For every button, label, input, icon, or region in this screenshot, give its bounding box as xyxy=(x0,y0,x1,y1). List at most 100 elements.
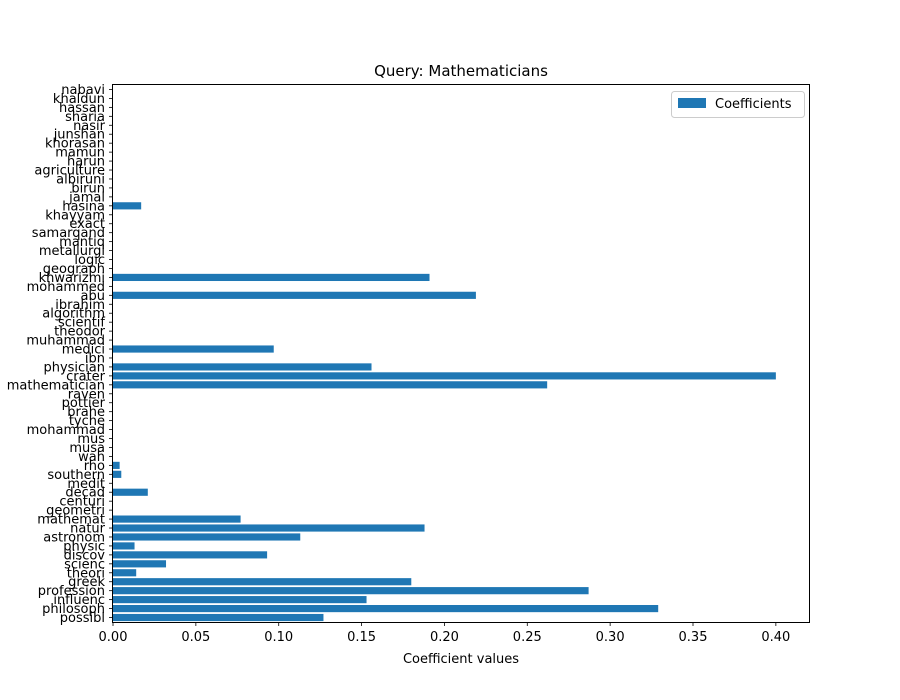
legend: Coefficients xyxy=(671,91,805,118)
bar-southern xyxy=(113,470,122,478)
bar-profession xyxy=(113,587,589,595)
legend-label: Coefficients xyxy=(715,97,792,112)
bar-scienc xyxy=(113,560,167,568)
y-tick-label: astronom xyxy=(43,530,105,545)
x-tick-label: 0.35 xyxy=(679,630,708,645)
y-tick-label: metallurgi xyxy=(39,244,105,259)
y-tick-label: khayyam xyxy=(45,208,105,223)
y-tick-label: khaldun xyxy=(53,92,105,107)
y-tick-label: ibn xyxy=(85,351,105,366)
x-tick-label: 0.05 xyxy=(181,630,210,645)
x-tick-label: 0.20 xyxy=(430,630,459,645)
bar-crater xyxy=(113,372,776,380)
x-tick-label: 0.30 xyxy=(596,630,625,645)
y-tick-label: birun xyxy=(71,181,105,196)
y-tick-label: profession xyxy=(38,584,105,599)
y-tick-label: mohammad xyxy=(27,423,105,438)
y-tick-label: mantiq xyxy=(59,235,105,250)
y-tick-label: samarqand xyxy=(32,226,105,241)
x-tick-label: 0.15 xyxy=(347,630,376,645)
x-axis-label: Coefficient values xyxy=(403,652,519,667)
y-tick-label: khwarizmi xyxy=(39,271,105,286)
y-tick-label: logic xyxy=(74,253,105,268)
bar-khwarizmi xyxy=(113,273,430,282)
legend-swatch xyxy=(678,98,706,108)
y-tick-label: influenc xyxy=(53,593,105,608)
y-tick-label: natur xyxy=(70,522,106,537)
bar-greek xyxy=(113,578,412,586)
y-tick-label: ibrahim xyxy=(55,298,105,313)
bar-astronom xyxy=(113,533,301,541)
y-tick-label: possibl xyxy=(60,611,105,626)
y-tick-label: decad xyxy=(65,486,105,501)
bar-philosoph xyxy=(113,605,659,613)
y-tick-label: mohammed xyxy=(27,280,105,295)
y-tick-label: wah xyxy=(78,450,105,465)
y-tick-label: mathemat xyxy=(37,513,105,528)
y-tick-label: junshan xyxy=(53,128,105,143)
y-tick-label: nasir xyxy=(73,119,106,134)
y-tick-label: rho xyxy=(84,459,105,474)
y-tick-label: brahe xyxy=(67,405,105,420)
x-tick-label: 0.10 xyxy=(264,630,293,645)
y-tick-label: hasina xyxy=(62,199,105,214)
y-tick-label: tyche xyxy=(69,414,105,429)
y-tick-label: greek xyxy=(68,575,105,590)
y-tick-label: geometri xyxy=(46,504,105,519)
bar-mathemat xyxy=(113,515,241,523)
bar-physician xyxy=(113,363,372,371)
bar-hasina xyxy=(113,202,142,210)
y-tick-label: abu xyxy=(81,289,105,304)
y-tick-label: theori xyxy=(67,566,105,581)
y-tick-label: centuri xyxy=(59,495,105,510)
y-tick-label: mathematician xyxy=(7,378,105,393)
y-tick-label: hassan xyxy=(59,101,105,116)
y-tick-label: algorithm xyxy=(42,307,105,322)
y-tick-label: theodor xyxy=(54,325,105,340)
y-tick-label: sharia xyxy=(65,110,105,125)
bar-mathematician xyxy=(113,381,548,389)
y-tick-label: discov xyxy=(64,548,106,563)
y-tick-label: medit xyxy=(67,477,105,492)
y-tick-label: physic xyxy=(63,539,105,554)
bar-possibl xyxy=(113,613,324,622)
x-tick-label: 0.25 xyxy=(513,630,542,645)
y-tick-label: jamal xyxy=(68,190,105,205)
y-tick-label: khorasan xyxy=(45,137,105,152)
y-tick-label: harun xyxy=(67,155,105,170)
bar-natur xyxy=(113,524,425,532)
y-tick-label: crater xyxy=(66,369,106,384)
y-tick-label: mamun xyxy=(55,146,105,161)
y-tick-label: geograph xyxy=(43,262,105,277)
y-tick-label: scienc xyxy=(64,557,105,572)
bar-discov xyxy=(113,551,268,559)
plot-area-frame xyxy=(112,84,810,623)
y-tick-labels: possiblphilosophinfluencprofessiongreekt… xyxy=(7,83,113,626)
y-tick-label: mus xyxy=(77,432,105,447)
bar-physic xyxy=(113,542,135,550)
bar-abu xyxy=(113,291,476,299)
y-tick-label: raven xyxy=(68,387,105,402)
y-tick-label: philosoph xyxy=(42,602,105,617)
chart-title: Query: Mathematicians xyxy=(374,62,548,80)
bar-medici xyxy=(113,345,274,353)
y-tick-label: southern xyxy=(47,468,105,483)
y-tick-label: scientif xyxy=(58,316,105,331)
y-tick-label: albiruni xyxy=(56,172,105,187)
y-tick-label: exact xyxy=(69,217,105,232)
bar-influenc xyxy=(113,596,367,604)
y-tick-label: medici xyxy=(62,343,105,358)
bar-rho xyxy=(113,461,120,469)
y-tick-label: pottier xyxy=(62,396,106,411)
x-tick-label: 0.00 xyxy=(99,630,128,645)
y-tick-label: muhammad xyxy=(26,334,105,349)
bar-decad xyxy=(113,488,148,496)
bars xyxy=(113,202,776,622)
x-axis-ticks: 0.00 0.05 0.10 0.15 0.20 0.25 0.30 0.35 0.40 xyxy=(99,622,790,645)
y-tick-label: physician xyxy=(43,360,105,375)
y-tick-label: nabavi xyxy=(61,83,105,98)
bar-theori xyxy=(113,569,137,577)
y-tick-label: musa xyxy=(69,441,105,456)
x-tick-label: 0.40 xyxy=(761,630,790,645)
